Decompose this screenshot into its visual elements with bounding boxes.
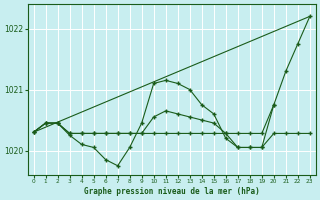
X-axis label: Graphe pression niveau de la mer (hPa): Graphe pression niveau de la mer (hPa) [84,187,260,196]
